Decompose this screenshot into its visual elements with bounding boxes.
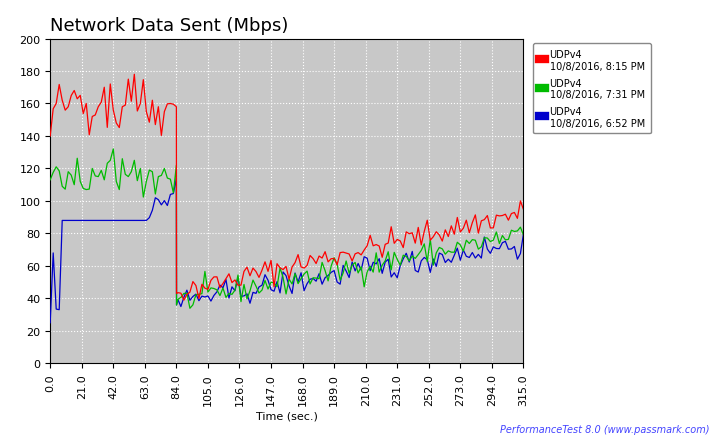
X-axis label: Time (sec.): Time (sec.) [256,411,318,420]
Legend: UDPv4
10/8/2016, 8:15 PM, UDPv4
10/8/2016, 7:31 PM, UDPv4
10/8/2016, 6:52 PM: UDPv4 10/8/2016, 8:15 PM, UDPv4 10/8/201… [533,44,650,134]
Text: PerformanceTest 8.0 (www.passmark.com): PerformanceTest 8.0 (www.passmark.com) [500,424,710,434]
Text: Network Data Sent (Mbps): Network Data Sent (Mbps) [50,17,288,35]
